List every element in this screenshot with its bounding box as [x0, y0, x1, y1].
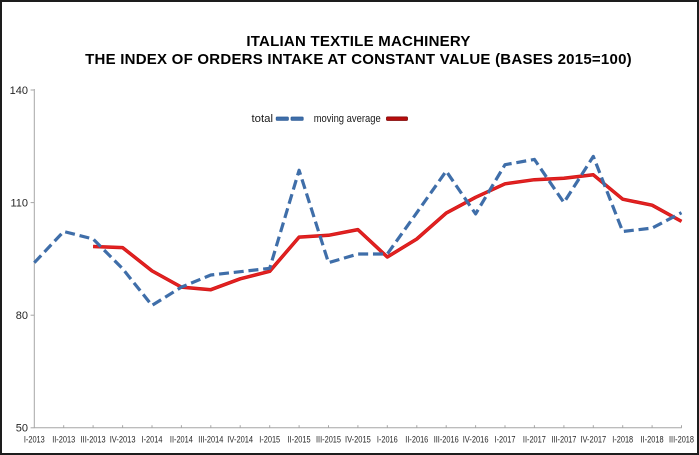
svg-text:IV-2017: IV-2017: [580, 434, 606, 444]
svg-text:II-2018: II-2018: [641, 434, 664, 444]
svg-text:110: 110: [10, 198, 28, 210]
svg-text:II-2017: II-2017: [523, 434, 546, 444]
svg-text:I-2018: I-2018: [612, 434, 633, 444]
svg-text:I-2013: I-2013: [24, 434, 45, 444]
svg-text:I-2014: I-2014: [142, 434, 163, 444]
svg-text:140: 140: [10, 85, 28, 97]
svg-text:I-2015: I-2015: [259, 434, 280, 444]
svg-text:moving average: moving average: [314, 113, 381, 125]
svg-text:II-2013: II-2013: [52, 434, 75, 444]
svg-text:IV-2013: IV-2013: [110, 434, 136, 444]
svg-text:III-2016: III-2016: [434, 434, 459, 444]
svg-text:III-2014: III-2014: [198, 434, 223, 444]
svg-text:III-2013: III-2013: [81, 434, 106, 444]
svg-text:II-2016: II-2016: [405, 434, 428, 444]
svg-text:III-2017: III-2017: [551, 434, 576, 444]
svg-text:50: 50: [16, 423, 28, 435]
svg-text:IV-2016: IV-2016: [463, 434, 489, 444]
svg-text:I-2017: I-2017: [495, 434, 516, 444]
svg-text:III-2018: III-2018: [669, 434, 694, 444]
svg-text:III-2015: III-2015: [316, 434, 341, 444]
svg-text:80: 80: [16, 310, 28, 322]
svg-text:II-2015: II-2015: [288, 434, 311, 444]
svg-text:IV-2015: IV-2015: [345, 434, 371, 444]
svg-text:I-2016: I-2016: [377, 434, 398, 444]
svg-text:II-2014: II-2014: [170, 434, 193, 444]
svg-text:IV-2014: IV-2014: [227, 434, 253, 444]
svg-text:total: total: [252, 113, 274, 125]
